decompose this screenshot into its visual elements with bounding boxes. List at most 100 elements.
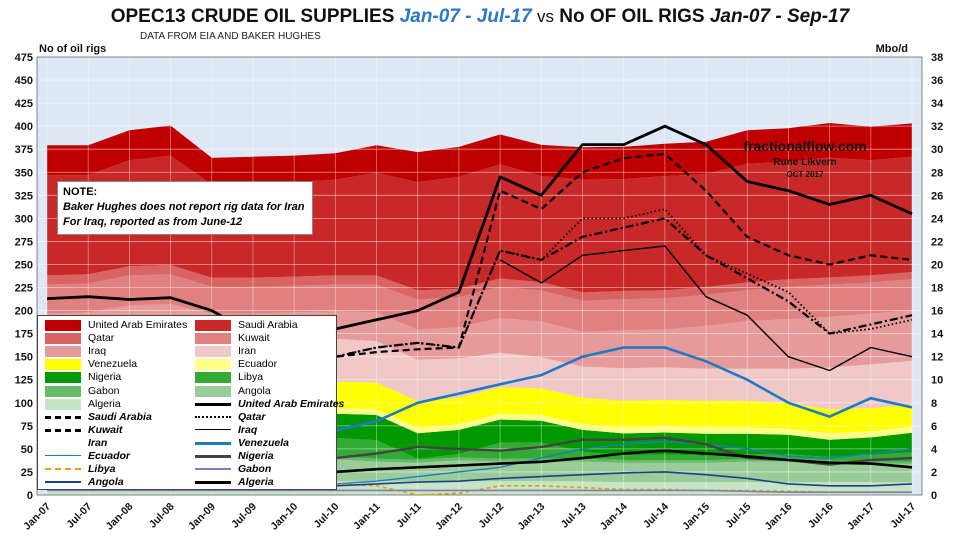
title-part1: OPEC13 CRUDE OIL SUPPLIES [110,6,395,27]
legend-label: United Arab Emirates [88,319,188,331]
legend-label: Venezuela [88,358,138,371]
legend-label: Iraq [88,345,107,358]
legend-line-sample [195,428,231,430]
right-tick-label: 10 [931,375,943,387]
legend-line-sample [195,481,231,485]
x-tick-label: Jan-12 [433,501,465,533]
left-tick-label: 350 [15,167,33,179]
left-tick-label: 225 [15,283,33,295]
watermark-site: fractionalflow.com [743,138,867,154]
x-tick-label: Jul-16 [806,501,836,531]
legend-label: Iran [238,345,257,358]
title-vs: vs [536,7,554,26]
x-tick-label: Jul-08 [147,501,177,531]
x-tick-label: Jul-14 [641,501,671,531]
legend-label: Nigeria [88,371,122,384]
left-tick-label: 50 [21,444,33,456]
right-tick-label: 24 [931,213,944,225]
left-tick-label: 275 [15,236,33,248]
legend-label: Qatar [238,410,266,423]
x-tick-label: Jul-12 [476,501,506,531]
legend-label: Iraq [238,423,258,436]
right-tick-label: 32 [931,121,943,133]
legend-label: Saudi Arabia [238,319,298,331]
legend-swatch [195,372,231,384]
legend-swatch [45,385,81,397]
right-tick-label: 0 [931,490,937,502]
left-tick-label: 200 [15,306,33,318]
legend-label: Qatar [88,332,115,345]
rig-line-libya [46,479,912,496]
legend-line-sample [45,415,81,419]
note-heading: NOTE: [63,186,98,198]
legend-swatch [45,398,81,410]
x-tick-label: Jan-11 [351,501,383,533]
legend-swatch [195,359,231,371]
left-tick-label: 0 [27,490,33,502]
right-tick-label: 8 [931,398,937,410]
legend-label: Algeria [88,397,121,410]
supply-area-qatar [47,265,912,301]
x-tick-label: Jan-15 [680,501,712,533]
right-tick-label: 22 [931,236,943,248]
legend-label: Nigeria [238,450,274,462]
legend-label: Gabon [88,384,120,397]
legend-label: Libya [88,463,116,476]
right-tick-label: 4 [931,444,938,456]
legend-line-sample [45,455,81,456]
chart-title: OPEC13 CRUDE OIL SUPPLIES Jan-07 - Jul-1… [0,6,960,28]
left-tick-label: 75 [21,421,33,433]
left-tick-label: 475 [15,52,33,64]
right-tick-label: 30 [931,144,943,156]
right-tick-label: 28 [931,167,943,179]
legend-swatch [195,333,231,345]
legend-line-sample [45,428,81,432]
x-tick-label: Jul-09 [229,501,259,531]
left-axis-label: No of oil rigs [39,43,107,55]
title-part4: Jan-07 - Sep-17 [709,6,850,27]
right-tick-label: 16 [931,306,943,318]
x-tick-label: Jul-13 [559,501,589,531]
rig-line-iraq [499,245,913,372]
x-tick-label: Jul-11 [394,501,424,531]
watermark: fractionalflow.com Rune Likvern OCT 2017 [730,138,880,179]
left-axis-ticks: 0 25 50 75 100 125 150 175 200 225 250 275 300 325 350… [15,52,33,502]
legend-label: Algeria [238,476,274,489]
legend-swatch [45,359,81,371]
x-tick-label: Jul-10 [312,501,342,531]
x-tick-label: Jan-16 [763,501,795,533]
legend-swatch [45,346,81,358]
watermark-date: OCT 2017 [786,170,824,179]
legend-line-sample [195,402,231,406]
legend-swatch [195,346,231,358]
note-line1: Baker Hughes does not report rig data fo… [63,201,305,213]
x-tick-label: Jul-15 [723,501,753,531]
legend-label: Kuwait [238,332,270,345]
x-tick-label: Jan-07 [21,501,53,533]
x-tick-label: Jan-09 [186,501,218,533]
watermark-author: Rune Likvern [773,157,837,168]
x-tick-label: Jul-17 [888,501,918,531]
left-tick-label: 325 [15,190,33,202]
legend-label: Venezuela [238,436,289,449]
legend-label: Ecuador [238,358,278,371]
x-axis-ticks: Jan-07 Jul-07 Jan-08 Jul-08 Jan-09 Jul-09 Jan-… [21,501,918,533]
x-tick-label: Jan-14 [598,501,630,533]
legend-label: Iran [88,436,108,449]
supply-area-uae [47,123,912,185]
legend-line-sample [45,481,81,484]
supply-area-kuwait [47,274,912,332]
right-tick-label: 26 [931,190,943,202]
legend: United Arab Emirates Saudi Arabia Qatar Kuw… [37,315,344,490]
legend-label: Saudi Arabia [88,410,152,423]
left-tick-label: 450 [15,75,33,87]
left-tick-label: 175 [15,329,33,341]
chart-subtitle: DATA FROM EIA AND BAKER HUGHES [140,31,321,42]
rig-line-united-arab-emirates [46,124,913,349]
left-tick-label: 300 [15,213,33,225]
left-tick-label: 400 [15,121,33,133]
left-tick-label: 125 [15,375,33,387]
legend-line-sample [195,468,231,471]
